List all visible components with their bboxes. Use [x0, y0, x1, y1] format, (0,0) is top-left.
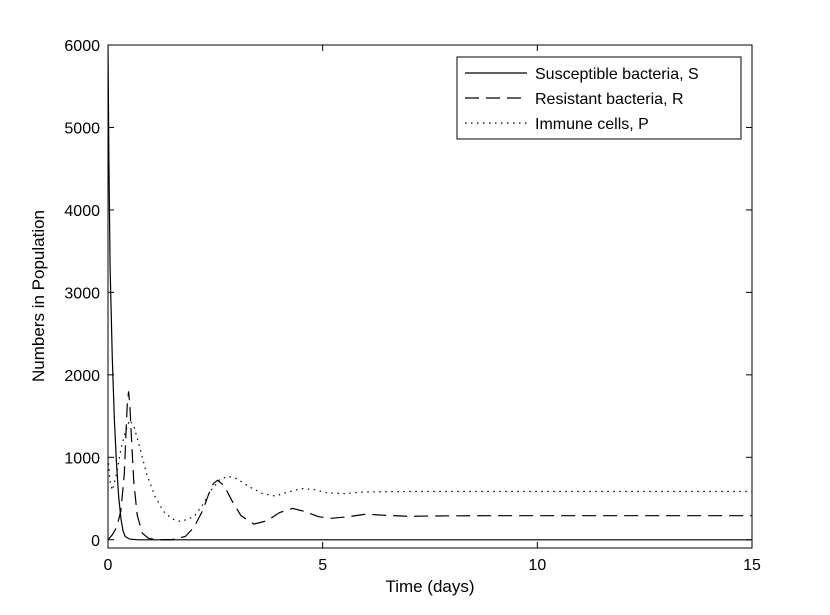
y-axis-label: Numbers in Population [29, 210, 48, 382]
legend-label-3: Immune cells, P [535, 116, 649, 133]
legend-label-1: Susceptible bacteria, S [535, 66, 699, 83]
x-tick-label: 10 [528, 557, 546, 574]
y-tick-label: 1000 [64, 450, 100, 467]
axis-ticks: 0 5 10 15 0 1000 2000 3000 4000 5000 6000 [64, 38, 761, 574]
legend: Susceptible bacteria, S Resistant bacteri… [456, 56, 742, 140]
axes-frame [107, 44, 753, 549]
y-tick-label: 0 [91, 533, 100, 550]
x-tick-label: 5 [318, 557, 327, 574]
series-line-1 [108, 45, 752, 541]
y-tick-label: 2000 [64, 368, 100, 385]
y-tick-label: 5000 [64, 120, 100, 137]
y-tick-label: 6000 [64, 38, 100, 55]
y-tick-label: 4000 [64, 203, 100, 220]
x-tick-label: 15 [743, 557, 761, 574]
x-tick-label: 0 [104, 557, 113, 574]
legend-box [456, 56, 742, 140]
plot-area [108, 45, 752, 541]
series-line-3 [108, 418, 752, 523]
x-axis-label: Time (days) [385, 577, 474, 596]
y-tick-label: 3000 [64, 285, 100, 302]
legend-label-2: Resistant bacteria, R [535, 91, 684, 108]
series-line-2 [108, 391, 752, 541]
